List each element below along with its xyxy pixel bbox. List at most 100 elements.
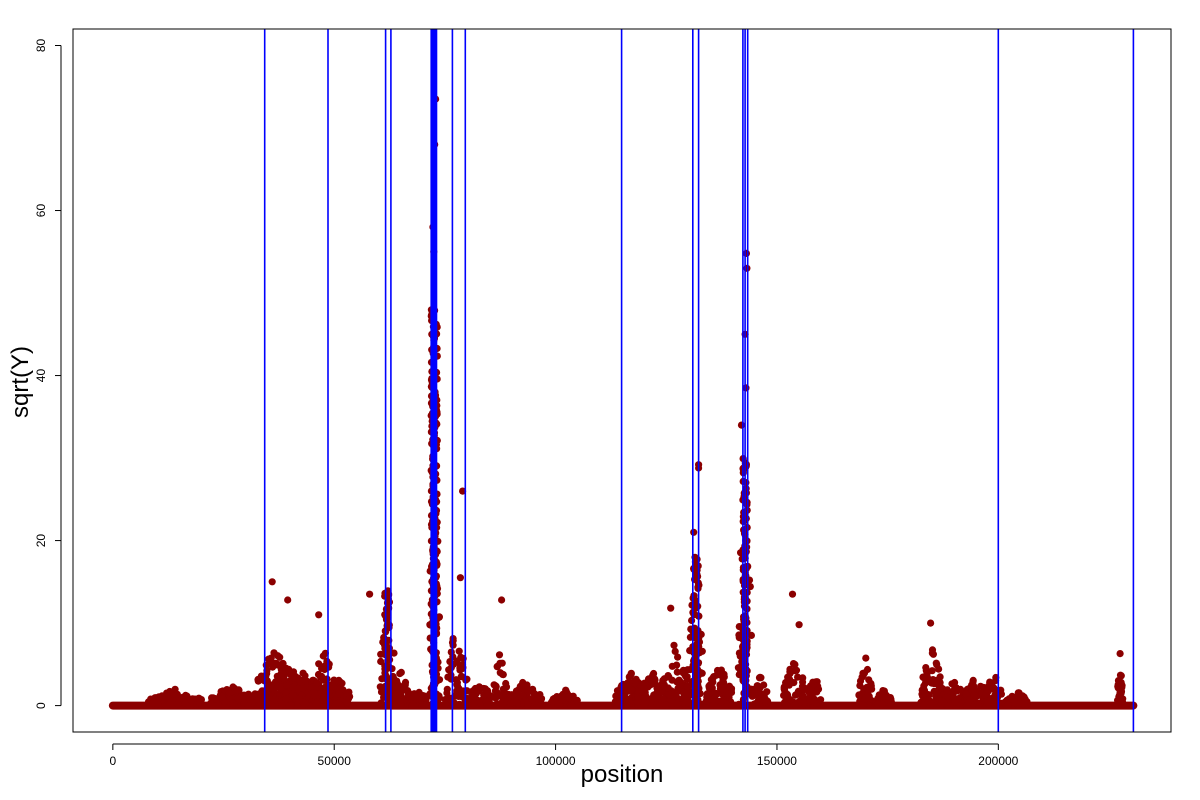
data-point: [735, 634, 743, 642]
data-point: [925, 691, 933, 699]
data-point: [399, 686, 407, 694]
data-point: [447, 675, 455, 683]
data-point: [924, 678, 932, 686]
x-tick-label: 50000: [318, 754, 352, 768]
data-point: [887, 701, 895, 709]
data-point: [670, 641, 678, 649]
data-point: [558, 692, 566, 700]
data-point: [784, 691, 792, 699]
data-point: [173, 690, 181, 698]
data-point: [641, 699, 649, 708]
x-tick-label: 200000: [978, 754, 1018, 768]
data-point: [640, 679, 649, 687]
data-point: [692, 659, 700, 667]
data-point: [329, 682, 337, 691]
data-point: [334, 699, 342, 707]
data-point: [445, 666, 453, 674]
data-point: [207, 702, 215, 710]
data-point: [625, 678, 634, 687]
data-point: [1005, 695, 1013, 703]
data-point: [214, 702, 222, 710]
data-point: [786, 668, 794, 676]
data-point: [410, 690, 418, 698]
data-point: [268, 684, 276, 692]
data-point: [951, 698, 960, 706]
data-point: [814, 685, 823, 693]
data-point: [300, 675, 308, 683]
data-point: [282, 695, 290, 703]
data-point: [675, 676, 683, 684]
data-point: [492, 682, 500, 690]
data-point: [336, 684, 344, 692]
data-point: [673, 668, 681, 676]
data-point: [311, 692, 319, 700]
data-point: [933, 661, 941, 669]
data-point: [723, 684, 731, 692]
data-point: [966, 696, 974, 704]
data-point: [665, 673, 673, 681]
data-point: [936, 673, 944, 681]
outlier-point: [1116, 650, 1124, 658]
data-point: [693, 639, 701, 648]
data-point: [986, 678, 994, 686]
data-point: [1115, 683, 1123, 692]
data-point: [626, 672, 634, 681]
data-point: [665, 690, 673, 698]
outlier-point: [456, 574, 464, 582]
data-point: [397, 701, 405, 709]
data-point: [279, 675, 288, 683]
data-point: [928, 667, 936, 675]
data-point: [312, 700, 320, 708]
data-point: [1022, 700, 1031, 709]
data-point: [723, 700, 731, 709]
data-point: [791, 660, 799, 669]
y-axis-title: sqrt(Y): [7, 346, 34, 418]
data-point: [659, 695, 668, 703]
data-point: [196, 699, 204, 707]
data-point: [469, 692, 477, 700]
data-point: [299, 684, 307, 692]
data-point: [805, 688, 813, 696]
data-point: [792, 701, 800, 710]
data-point: [1014, 689, 1022, 697]
data-point: [475, 687, 483, 695]
data-point: [922, 664, 930, 672]
outlier-point: [927, 619, 935, 627]
data-point: [709, 701, 718, 709]
data-point: [262, 661, 270, 669]
data-point: [659, 676, 667, 685]
data-point: [313, 679, 321, 687]
data-point: [969, 682, 978, 690]
data-point: [653, 702, 661, 710]
data-point: [962, 690, 970, 698]
data-point: [856, 677, 865, 685]
outlier-point: [315, 611, 323, 619]
data-point: [493, 662, 501, 671]
data-point: [631, 679, 639, 687]
data-point: [718, 684, 726, 692]
data-point: [218, 693, 226, 701]
data-point: [740, 677, 748, 685]
data-point: [495, 691, 503, 699]
data-point: [782, 701, 790, 709]
data-point: [289, 683, 297, 691]
y-axis: 0 20 40 60 80: [34, 39, 62, 709]
outlier-point: [667, 604, 675, 612]
data-point: [568, 702, 576, 710]
data-point: [225, 689, 234, 697]
data-point: [782, 679, 791, 687]
outlier-point: [795, 621, 803, 629]
data-point: [282, 689, 290, 697]
data-point: [728, 701, 736, 709]
data-point: [482, 685, 490, 694]
data-point: [330, 676, 338, 684]
data-point: [880, 687, 889, 695]
data-point: [920, 674, 928, 682]
data-point: [508, 691, 516, 699]
outlier-point: [737, 421, 746, 429]
outlier-point: [788, 590, 797, 598]
data-point: [537, 701, 546, 709]
data-point: [742, 565, 750, 573]
data-point: [661, 701, 670, 709]
